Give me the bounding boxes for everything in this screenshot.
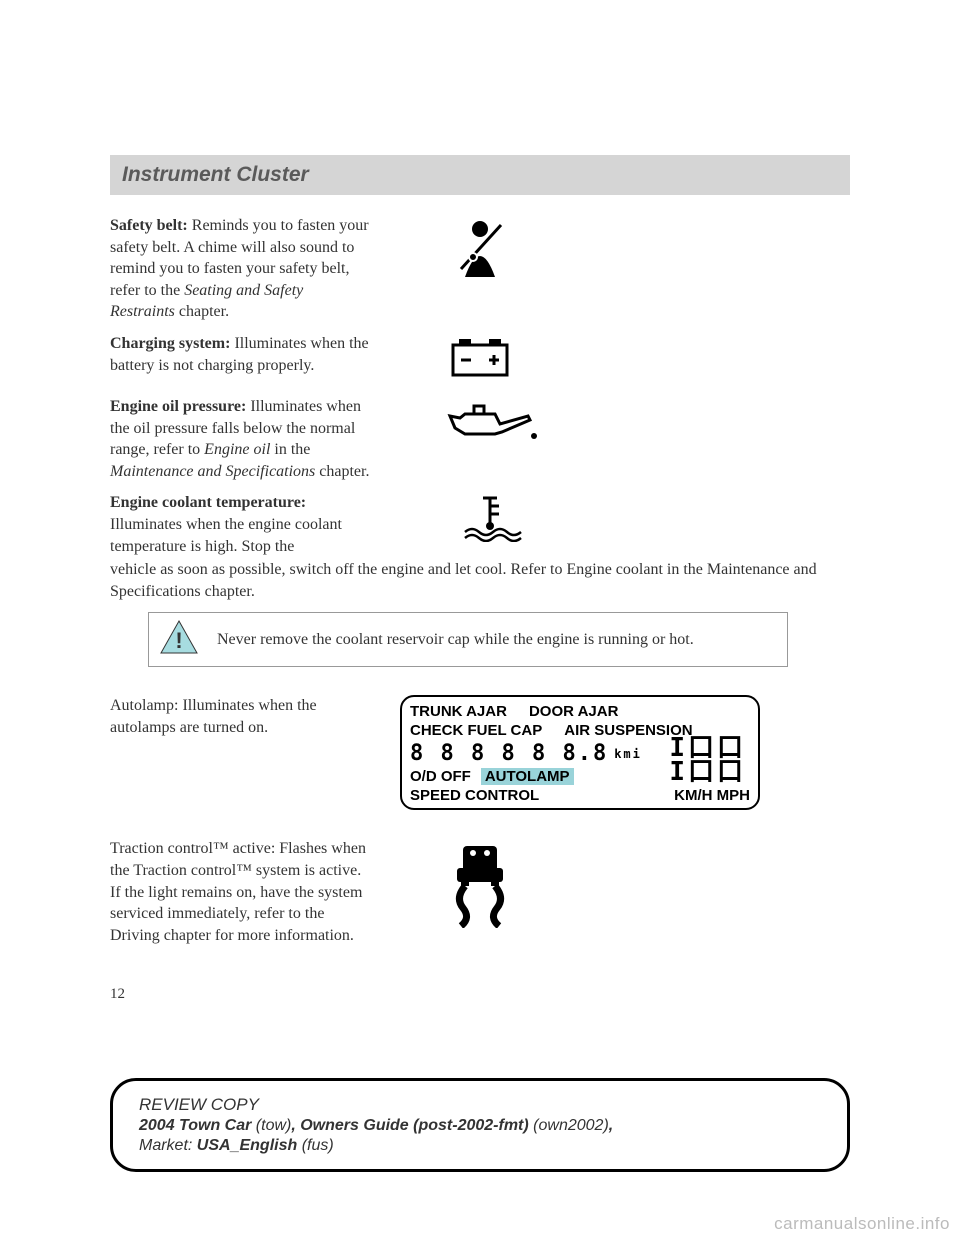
mc-od-off: O/D OFF — [410, 768, 471, 785]
mc-units: KM/H MPH — [674, 787, 750, 804]
chapter-header: Instrument Cluster — [110, 155, 850, 195]
traction-text: Traction control™ active: Flashes when t… — [110, 838, 380, 946]
review-footer: REVIEW COPY 2004 Town Car (tow), Owners … — [110, 1078, 850, 1172]
coolant-temp-icon — [390, 492, 590, 557]
safety-belt-text: Safety belt: Reminds you to fasten your … — [110, 215, 380, 323]
battery-icon — [380, 333, 580, 386]
mc-speed-control: SPEED CONTROL — [410, 787, 539, 804]
entry-autolamp: Autolamp: Illuminates when the autolamps… — [110, 695, 850, 810]
oil-text: Engine oil pressure: Illuminates when th… — [110, 396, 390, 482]
message-center-panel: TRUNK AJAR DOOR AJAR CHECK FUEL CAP AIR … — [400, 695, 760, 810]
mc-fuel-cap: CHECK FUEL CAP — [410, 722, 542, 739]
footer-line-1: REVIEW COPY — [139, 1095, 821, 1115]
entry-oil: Engine oil pressure: Illuminates when th… — [110, 396, 850, 482]
entry-traction: Traction control™ active: Flashes when t… — [110, 838, 850, 946]
autolamp-text: Autolamp: Illuminates when the autolamps… — [110, 695, 370, 810]
page-content: Instrument Cluster Safety belt: Reminds … — [110, 155, 850, 1003]
entry-safety-belt: Safety belt: Reminds you to fasten your … — [110, 215, 850, 323]
mc-trunk-ajar: TRUNK AJAR — [410, 703, 507, 720]
mc-speed-digits: I口口 I口口 — [669, 737, 746, 784]
warning-callout: ! Never remove the coolant reservoir cap… — [148, 612, 788, 667]
chapter-title: Instrument Cluster — [122, 163, 838, 187]
seatbelt-icon — [380, 215, 580, 323]
mc-row-4: SPEED CONTROL KM/H MPH — [410, 787, 750, 804]
page-number: 12 — [110, 986, 850, 1003]
traction-control-icon — [380, 838, 580, 946]
entry-charging: Charging system: Illuminates when the ba… — [110, 333, 850, 386]
watermark: carmanualsonline.info — [774, 1214, 950, 1234]
oil-can-icon — [390, 396, 590, 482]
svg-text:!: ! — [175, 628, 182, 653]
warning-text: Never remove the coolant reservoir cap w… — [217, 629, 694, 651]
charging-text: Charging system: Illuminates when the ba… — [110, 333, 380, 386]
warning-triangle-icon: ! — [159, 619, 203, 660]
coolant-text-2: vehicle as soon as possible, switch off … — [110, 559, 850, 602]
mc-autolamp-highlight: AUTOLAMP — [481, 768, 574, 785]
coolant-text-1: Engine coolant temperature: Illuminates … — [110, 492, 390, 557]
mc-door-ajar: DOOR AJAR — [529, 703, 618, 720]
footer-line-3: Market: USA_English (fus) — [139, 1137, 821, 1155]
entry-coolant: Engine coolant temperature: Illuminates … — [110, 492, 850, 557]
footer-line-2: 2004 Town Car (tow), Owners Guide (post-… — [139, 1117, 821, 1135]
mc-row-1: TRUNK AJAR DOOR AJAR — [410, 703, 750, 720]
